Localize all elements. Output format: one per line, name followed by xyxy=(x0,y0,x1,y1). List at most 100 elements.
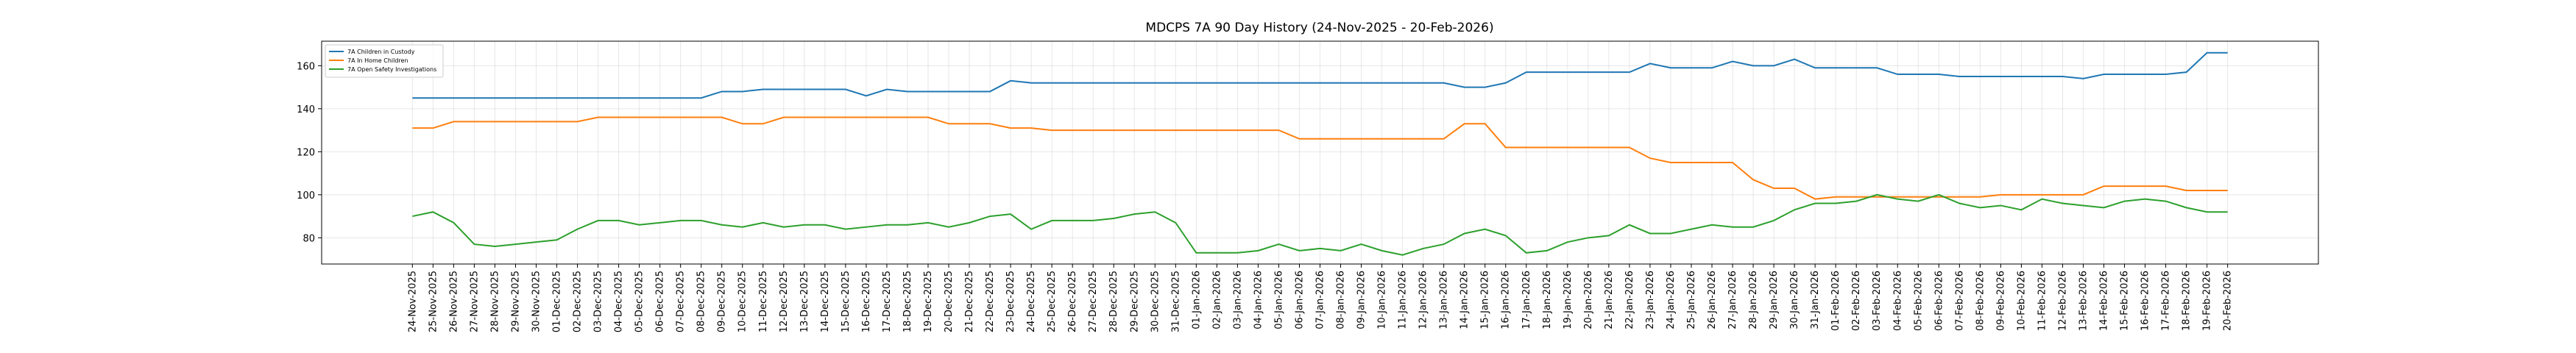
x-tick-label: 06-Feb-2026 xyxy=(1933,271,1945,331)
x-tick-label: 03-Jan-2026 xyxy=(1232,271,1243,329)
x-tick-label: 17-Jan-2026 xyxy=(1521,271,1532,329)
x-tick-label: 27-Dec-2025 xyxy=(1088,271,1099,332)
x-tick-label: 01-Feb-2026 xyxy=(1830,271,1841,331)
y-tick-label: 80 xyxy=(302,233,315,244)
series-line xyxy=(412,193,2228,256)
x-tick-label: 22-Jan-2026 xyxy=(1624,271,1635,329)
x-tick-label: 01-Jan-2026 xyxy=(1191,271,1202,329)
x-tick-label: 27-Nov-2025 xyxy=(469,271,480,332)
x-tick-label: 04-Dec-2025 xyxy=(614,271,625,332)
x-tick-label: 03-Dec-2025 xyxy=(593,271,604,332)
x-tick-label: 10-Dec-2025 xyxy=(737,271,749,332)
x-tick-label: 09-Jan-2026 xyxy=(1356,271,1367,329)
x-tick-label: 29-Dec-2025 xyxy=(1129,271,1140,332)
x-tick-label: 24-Jan-2026 xyxy=(1666,271,1677,329)
y-tick-label: 160 xyxy=(297,61,315,72)
x-tick-label: 08-Jan-2026 xyxy=(1336,271,1347,329)
x-tick-label: 16-Dec-2025 xyxy=(861,271,872,332)
x-tick-label: 05-Jan-2026 xyxy=(1273,271,1284,329)
x-tick-label: 23-Jan-2026 xyxy=(1645,271,1656,329)
legend-label: 7A Open Safety Investigations xyxy=(347,66,436,73)
x-tick-label: 31-Dec-2025 xyxy=(1170,271,1181,332)
x-tick-label: 20-Dec-2025 xyxy=(944,271,955,332)
x-tick-label: 17-Feb-2026 xyxy=(2161,271,2172,331)
x-tick-label: 10-Feb-2026 xyxy=(2016,271,2027,331)
x-tick-label: 22-Dec-2025 xyxy=(985,271,996,332)
x-tick-label: 19-Feb-2026 xyxy=(2202,271,2213,331)
x-tick-label: 13-Feb-2026 xyxy=(2078,271,2089,331)
x-tick-label: 07-Dec-2025 xyxy=(676,271,687,332)
x-tick-label: 24-Dec-2025 xyxy=(1026,271,1037,332)
x-tick-label: 01-Dec-2025 xyxy=(552,271,563,332)
y-tick-label: 120 xyxy=(297,147,315,158)
x-tick-label: 21-Dec-2025 xyxy=(964,271,975,332)
series-line xyxy=(412,51,2228,99)
x-tick-label: 24-Nov-2025 xyxy=(407,271,418,332)
x-tick-label: 12-Dec-2025 xyxy=(779,271,790,332)
y-tick-label: 140 xyxy=(297,104,315,115)
x-tick-label: 13-Jan-2026 xyxy=(1439,271,1450,329)
x-tick-label: 20-Feb-2026 xyxy=(2223,271,2234,331)
x-tick-label: 10-Jan-2026 xyxy=(1377,271,1388,329)
x-tick-label: 26-Nov-2025 xyxy=(448,271,459,332)
x-tick-label: 13-Dec-2025 xyxy=(799,271,810,332)
x-tick-label: 12-Jan-2026 xyxy=(1418,271,1429,329)
x-tick-label: 30-Jan-2026 xyxy=(1789,271,1800,329)
x-tick-label: 25-Dec-2025 xyxy=(1047,271,1058,332)
x-tick-label: 04-Feb-2026 xyxy=(1892,271,1903,331)
x-tick-label: 30-Nov-2025 xyxy=(531,271,542,332)
x-tick-label: 05-Feb-2026 xyxy=(1913,271,1924,331)
x-tick-label: 14-Jan-2026 xyxy=(1459,271,1471,329)
x-tick-label: 25-Nov-2025 xyxy=(428,271,439,332)
x-tick-label: 27-Jan-2026 xyxy=(1727,271,1738,329)
x-tick-label: 15-Dec-2025 xyxy=(841,271,852,332)
x-tick-label: 02-Jan-2026 xyxy=(1211,271,1222,329)
x-tick-label: 26-Jan-2026 xyxy=(1707,271,1718,329)
x-tick-label: 02-Feb-2026 xyxy=(1851,271,1862,331)
x-tick-label: 28-Dec-2025 xyxy=(1108,271,1119,332)
x-tick-label: 30-Dec-2025 xyxy=(1150,271,1161,332)
x-tick-label: 08-Feb-2026 xyxy=(1975,271,1986,331)
legend-box xyxy=(325,44,444,78)
x-tick-label: 31-Jan-2026 xyxy=(1810,271,1821,329)
x-tick-label: 03-Feb-2026 xyxy=(1872,271,1883,331)
x-tick-label: 11-Dec-2025 xyxy=(758,271,769,332)
chart-title: MDCPS 7A 90 Day History (24-Nov-2025 - 2… xyxy=(1145,21,1493,35)
x-tick-label: 23-Dec-2025 xyxy=(1005,271,1016,332)
x-tick-label: 14-Dec-2025 xyxy=(820,271,831,332)
axes-frame xyxy=(321,40,2319,265)
x-tick-label: 06-Dec-2025 xyxy=(655,271,666,332)
x-tick-label: 26-Dec-2025 xyxy=(1067,271,1078,332)
x-tick-label: 14-Feb-2026 xyxy=(2099,271,2110,331)
x-tick-label: 06-Jan-2026 xyxy=(1294,271,1305,329)
x-tick-label: 02-Dec-2025 xyxy=(573,271,584,332)
x-tick-label: 20-Jan-2026 xyxy=(1583,271,1594,329)
x-tick-label: 18-Jan-2026 xyxy=(1542,271,1553,329)
series-line xyxy=(412,116,2228,200)
legend-label: 7A In Home Children xyxy=(347,57,408,64)
x-tick-label: 18-Dec-2025 xyxy=(902,271,913,332)
x-tick-label: 09-Dec-2025 xyxy=(717,271,728,332)
x-tick-label: 16-Jan-2026 xyxy=(1501,271,1512,329)
x-tick-label: 28-Jan-2026 xyxy=(1748,271,1759,329)
y-tick-label: 100 xyxy=(297,190,315,202)
x-tick-label: 18-Feb-2026 xyxy=(2182,271,2193,331)
x-tick-label: 11-Feb-2026 xyxy=(2037,271,2048,331)
x-tick-label: 19-Dec-2025 xyxy=(923,271,934,332)
x-tick-label: 15-Feb-2026 xyxy=(2120,271,2131,331)
x-tick-label: 29-Jan-2026 xyxy=(1769,271,1780,329)
x-tick-label: 07-Feb-2026 xyxy=(1954,271,1965,331)
legend: 7A Children in Custody 7A In Home Childre… xyxy=(325,44,444,78)
x-tick-label: 21-Jan-2026 xyxy=(1604,271,1615,329)
x-tick-label: 11-Jan-2026 xyxy=(1398,271,1409,329)
x-tick-label: 25-Jan-2026 xyxy=(1686,271,1697,329)
x-tick-label: 07-Jan-2026 xyxy=(1315,271,1326,329)
x-tick-label: 28-Nov-2025 xyxy=(489,271,500,332)
x-tick-label: 15-Jan-2026 xyxy=(1480,271,1491,329)
x-tick-label: 29-Nov-2025 xyxy=(510,271,521,332)
x-tick-label: 04-Jan-2026 xyxy=(1253,271,1264,329)
x-tick-label: 17-Dec-2025 xyxy=(882,271,893,332)
x-tick-label: 12-Feb-2026 xyxy=(2057,271,2068,331)
